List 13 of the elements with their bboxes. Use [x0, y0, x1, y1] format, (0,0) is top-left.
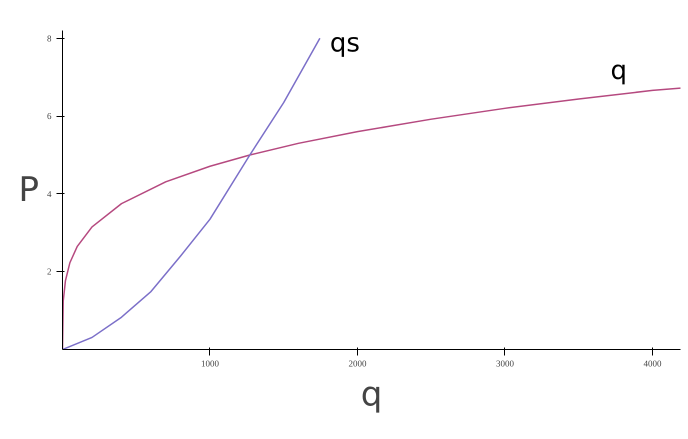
x-tick-label: 4000 — [643, 358, 662, 368]
y-tick-label: 8 — [47, 33, 52, 44]
y-axis-title: P — [18, 170, 40, 210]
series-label: qs — [330, 28, 360, 58]
x-axis-title: q — [360, 374, 382, 414]
x-tick-label: 1000 — [200, 358, 220, 368]
series-label: q — [610, 56, 628, 86]
y-tick-label: 6 — [47, 111, 52, 122]
line-series — [62, 38, 321, 350]
x-tick-label: 3000 — [496, 358, 514, 368]
y-tick-label: 4 — [47, 188, 52, 199]
x-tick-label: 2000 — [348, 358, 367, 368]
y-tick-label: 2 — [47, 266, 52, 277]
